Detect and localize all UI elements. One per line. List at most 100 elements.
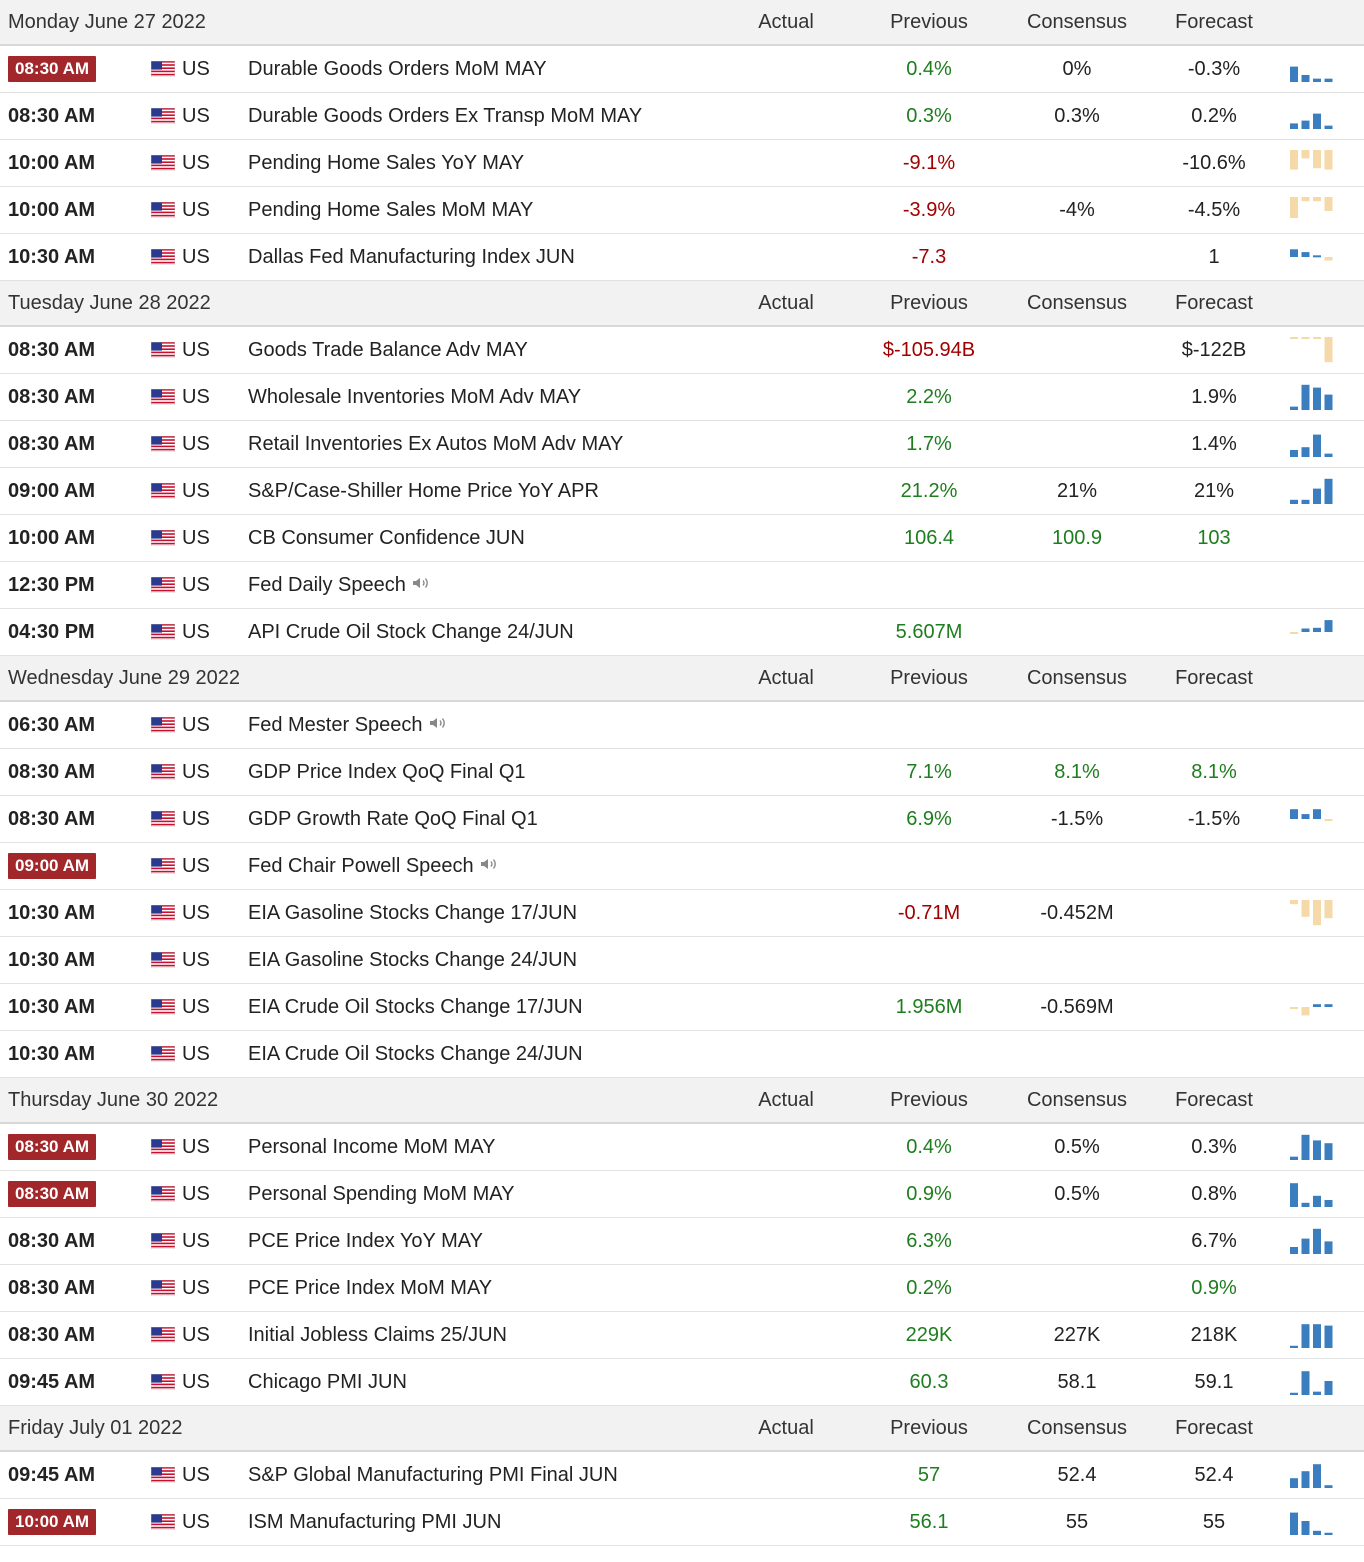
column-header-actual: Actual bbox=[758, 667, 814, 689]
table-row[interactable]: 08:30 AM US Initial Jobless Claims 25/JU… bbox=[0, 1312, 1364, 1359]
sparkline-chart[interactable] bbox=[1289, 54, 1337, 84]
event-name-link[interactable]: ISM Manufacturing PMI JUN bbox=[248, 1511, 501, 1534]
event-name-link[interactable]: Initial Jobless Claims 25/JUN bbox=[248, 1324, 507, 1347]
event-name-link[interactable]: Pending Home Sales YoY MAY bbox=[248, 152, 524, 175]
sparkline-chart[interactable] bbox=[1289, 429, 1337, 459]
event-name-link[interactable]: S&P/Case-Shiller Home Price YoY APR bbox=[248, 480, 599, 503]
sparkline-chart[interactable] bbox=[1289, 1367, 1337, 1397]
table-row[interactable]: 08:30 AM US Personal Income MoM MAY 0.4%… bbox=[0, 1124, 1364, 1171]
table-row[interactable]: 06:30 AM US Fed Mester Speech bbox=[0, 702, 1364, 749]
table-row[interactable]: 08:30 AM US PCE Price Index MoM MAY 0.2%… bbox=[0, 1265, 1364, 1312]
table-row[interactable]: 09:45 AM US S&P Global Manufacturing PMI… bbox=[0, 1452, 1364, 1499]
table-row[interactable]: 08:30 AM US Retail Inventories Ex Autos … bbox=[0, 421, 1364, 468]
event-name-link[interactable]: EIA Gasoline Stocks Change 24/JUN bbox=[248, 949, 577, 972]
sparkline-bar bbox=[1313, 900, 1321, 926]
event-name-link[interactable]: Fed Daily Speech bbox=[248, 574, 432, 597]
event-country: US bbox=[182, 1043, 210, 1065]
sparkline-chart[interactable] bbox=[1289, 898, 1337, 928]
day-header: Friday July 01 2022 Actual Previous Cons… bbox=[0, 1406, 1364, 1452]
sparkline-chart[interactable] bbox=[1289, 1320, 1337, 1350]
sparkline-chart[interactable] bbox=[1289, 992, 1337, 1022]
event-country: US bbox=[182, 58, 210, 80]
table-row[interactable]: 10:00 AM US Pending Home Sales MoM MAY -… bbox=[0, 187, 1364, 234]
event-name-link[interactable]: S&P Global Manufacturing PMI Final JUN bbox=[248, 1464, 618, 1487]
event-name-link[interactable]: Dallas Fed Manufacturing Index JUN bbox=[248, 246, 575, 269]
event-name-link[interactable]: EIA Crude Oil Stocks Change 24/JUN bbox=[248, 1043, 583, 1066]
event-name-link[interactable]: CB Consumer Confidence JUN bbox=[248, 527, 525, 550]
sparkline-chart[interactable] bbox=[1289, 1132, 1337, 1162]
sparkline-chart[interactable] bbox=[1289, 1460, 1337, 1490]
us-flag-icon bbox=[151, 858, 175, 874]
event-name-link[interactable]: Retail Inventories Ex Autos MoM Adv MAY bbox=[248, 433, 623, 456]
sparkline-chart[interactable] bbox=[1289, 242, 1337, 272]
sparkline-chart[interactable] bbox=[1289, 101, 1337, 131]
sparkline-bar bbox=[1301, 75, 1310, 82]
event-name-link[interactable]: Goods Trade Balance Adv MAY bbox=[248, 339, 528, 362]
table-row[interactable]: 10:00 AM US CB Consumer Confidence JUN 1… bbox=[0, 515, 1364, 562]
sparkline-chart[interactable] bbox=[1289, 476, 1337, 506]
sparkline-chart[interactable] bbox=[1289, 1179, 1337, 1209]
sparkline-chart[interactable] bbox=[1289, 335, 1337, 365]
table-row[interactable]: 10:30 AM US EIA Gasoline Stocks Change 2… bbox=[0, 937, 1364, 984]
event-name-link[interactable]: Fed Mester Speech bbox=[248, 714, 449, 737]
column-header-previous: Previous bbox=[890, 1417, 968, 1439]
event-name-link[interactable]: EIA Gasoline Stocks Change 17/JUN bbox=[248, 902, 577, 925]
sparkline-chart[interactable] bbox=[1289, 1226, 1337, 1256]
forecast-value: 0.2% bbox=[1191, 105, 1237, 127]
table-row[interactable]: 08:30 AM US GDP Price Index QoQ Final Q1… bbox=[0, 749, 1364, 796]
event-name-link[interactable]: Fed Chair Powell Speech bbox=[248, 855, 500, 878]
table-row[interactable]: 08:30 AM US Durable Goods Orders Ex Tran… bbox=[0, 93, 1364, 140]
event-time: 09:45 AM bbox=[8, 1464, 96, 1486]
sparkline-chart[interactable] bbox=[1289, 617, 1337, 647]
event-name-link[interactable]: GDP Price Index QoQ Final Q1 bbox=[248, 761, 526, 784]
event-name: PCE Price Index YoY MAY bbox=[248, 1230, 483, 1252]
sparkline-chart[interactable] bbox=[1289, 148, 1337, 178]
sparkline-chart[interactable] bbox=[1289, 1507, 1337, 1537]
sparkline-bar bbox=[1290, 150, 1298, 170]
table-row[interactable]: 10:30 AM US EIA Crude Oil Stocks Change … bbox=[0, 984, 1364, 1031]
table-row[interactable]: 08:30 AM US PCE Price Index YoY MAY 6.3%… bbox=[0, 1218, 1364, 1265]
sparkline-chart[interactable] bbox=[1289, 804, 1337, 834]
event-name-link[interactable]: EIA Crude Oil Stocks Change 17/JUN bbox=[248, 996, 583, 1019]
table-row[interactable]: 10:30 AM US EIA Crude Oil Stocks Change … bbox=[0, 1031, 1364, 1078]
sparkline-bar bbox=[1324, 620, 1333, 632]
event-name-link[interactable]: GDP Growth Rate QoQ Final Q1 bbox=[248, 808, 538, 831]
event-name-link[interactable]: Wholesale Inventories MoM Adv MAY bbox=[248, 386, 581, 409]
sparkline-bar bbox=[1290, 406, 1298, 410]
sparkline-bar bbox=[1313, 150, 1321, 169]
table-row[interactable]: 08:30 AM US Durable Goods Orders MoM MAY… bbox=[0, 46, 1364, 93]
event-name-link[interactable]: API Crude Oil Stock Change 24/JUN bbox=[248, 621, 574, 644]
table-row[interactable]: 10:00 AM US ISM Manufacturing PMI JUN 56… bbox=[0, 1499, 1364, 1546]
event-name-link[interactable]: Pending Home Sales MoM MAY bbox=[248, 199, 533, 222]
table-row[interactable]: 09:45 AM US Chicago PMI JUN 60.3 58.1 59… bbox=[0, 1359, 1364, 1406]
event-country: US bbox=[182, 1183, 210, 1205]
event-time: 08:30 AM bbox=[8, 56, 97, 82]
table-row[interactable]: 10:30 AM US EIA Gasoline Stocks Change 1… bbox=[0, 890, 1364, 937]
day-date: Thursday June 30 2022 bbox=[8, 1089, 219, 1111]
table-row[interactable]: 08:30 AM US Wholesale Inventories MoM Ad… bbox=[0, 374, 1364, 421]
sparkline-chart[interactable] bbox=[1289, 195, 1337, 225]
table-row[interactable]: 10:30 AM US Dallas Fed Manufacturing Ind… bbox=[0, 234, 1364, 281]
table-row[interactable]: 08:30 AM US Personal Spending MoM MAY 0.… bbox=[0, 1171, 1364, 1218]
table-row[interactable]: 10:00 AM US Pending Home Sales YoY MAY -… bbox=[0, 140, 1364, 187]
table-row[interactable]: 04:30 PM US API Crude Oil Stock Change 2… bbox=[0, 609, 1364, 656]
event-name-link[interactable]: Personal Income MoM MAY bbox=[248, 1136, 496, 1159]
event-name-link[interactable]: Durable Goods Orders MoM MAY bbox=[248, 58, 547, 81]
sparkline-chart[interactable] bbox=[1289, 382, 1337, 412]
event-name-link[interactable]: PCE Price Index MoM MAY bbox=[248, 1277, 492, 1300]
event-time: 08:30 AM bbox=[8, 1230, 96, 1252]
event-name: EIA Crude Oil Stocks Change 24/JUN bbox=[248, 1043, 583, 1065]
table-row[interactable]: 08:30 AM US GDP Growth Rate QoQ Final Q1… bbox=[0, 796, 1364, 843]
event-name-link[interactable]: Personal Spending MoM MAY bbox=[248, 1183, 514, 1206]
event-time: 08:30 AM bbox=[8, 761, 96, 783]
previous-value: 21.2% bbox=[900, 480, 958, 502]
event-name-link[interactable]: Durable Goods Orders Ex Transp MoM MAY bbox=[248, 105, 642, 128]
event-name-link[interactable]: Chicago PMI JUN bbox=[248, 1371, 407, 1394]
column-header-consensus: Consensus bbox=[1026, 1089, 1128, 1111]
event-name-link[interactable]: PCE Price Index YoY MAY bbox=[248, 1230, 483, 1253]
table-row[interactable]: 08:30 AM US Goods Trade Balance Adv MAY … bbox=[0, 327, 1364, 374]
event-name: Fed Daily Speech bbox=[248, 574, 406, 596]
table-row[interactable]: 12:30 PM US Fed Daily Speech bbox=[0, 562, 1364, 609]
table-row[interactable]: 09:00 AM US S&P/Case-Shiller Home Price … bbox=[0, 468, 1364, 515]
table-row[interactable]: 09:00 AM US Fed Chair Powell Speech bbox=[0, 843, 1364, 890]
